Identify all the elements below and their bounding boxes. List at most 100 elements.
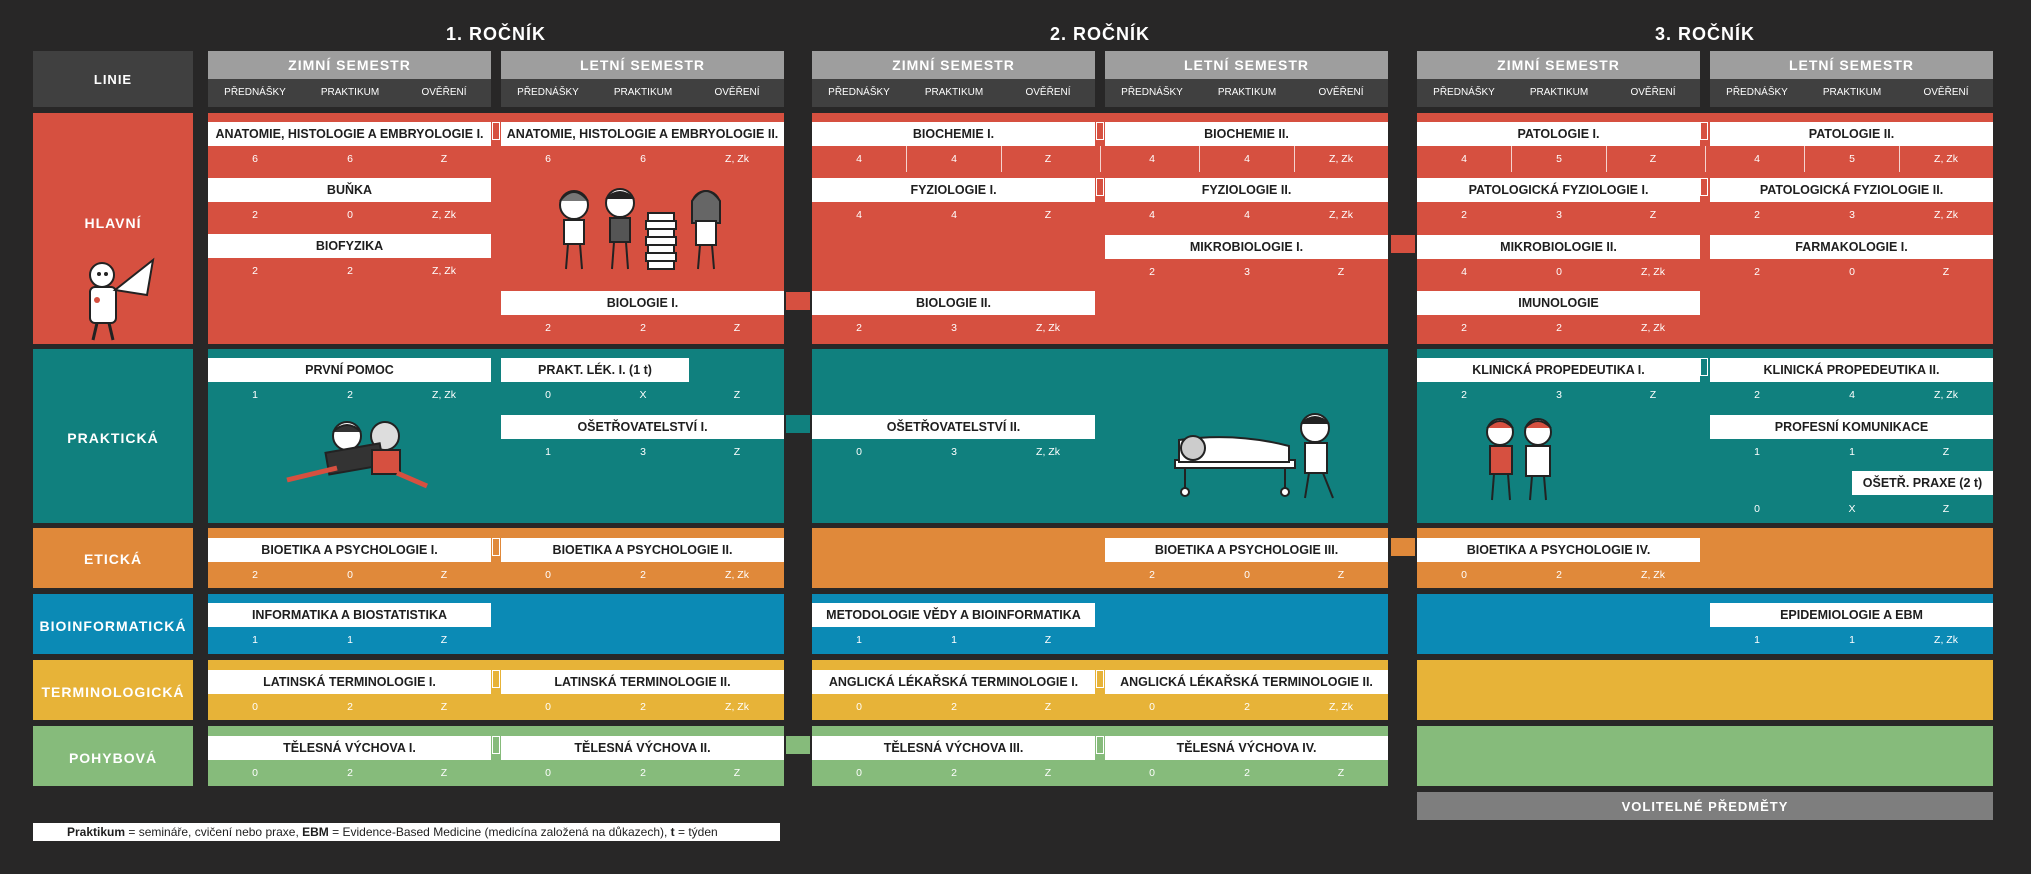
hours-prednasky: 2: [1461, 209, 1467, 221]
continuation-marker: [492, 670, 500, 688]
students-with-books-illustration: [559, 188, 721, 270]
line-label-prakticka: PRAKTICKÁ: [67, 430, 159, 446]
hours-praktikum: 3: [951, 446, 957, 458]
legend-ebm-def: = Evidence-Based Medicine (medicína zalo…: [328, 825, 671, 839]
overeni-value: Z: [1044, 153, 1052, 165]
hours-prednasky: 1: [1754, 634, 1760, 646]
hours-prednasky: 2: [856, 322, 862, 334]
continuation-marker: [1096, 670, 1104, 688]
overeni-value: Z: [733, 446, 741, 458]
hours-prednasky: 2: [1754, 389, 1760, 401]
hours-praktikum: 1: [347, 634, 353, 646]
overeni-value: Z, Zk: [725, 153, 749, 165]
overeni-value: Z, Zk: [1036, 446, 1060, 458]
volitelne-predmety-label: VOLITELNÉ PŘEDMĚTY: [1417, 792, 1993, 820]
line-label-pohybova: POHYBOVÁ: [68, 750, 158, 766]
course-osetrpraxe: OŠETŘ. PRAXE (2 t): [1852, 471, 1993, 495]
hours-prednasky: 1: [545, 446, 551, 458]
semester-header-y1-winter: ZIMNÍ SEMESTR: [208, 51, 491, 79]
hours-prednasky: 2: [252, 209, 258, 221]
course-hours-row: 0 2 Z, Zk: [1417, 562, 1700, 588]
course-hours-row: 0 2 Z: [208, 760, 491, 786]
overeni-value: Z, Zk: [725, 701, 749, 713]
course-hours-row: 2 0 Z: [208, 562, 491, 588]
course-hours-row: 4 4 Z, Zk: [1105, 146, 1388, 172]
band-termin-label-bg: [33, 660, 193, 720]
hours-prednasky: 0: [856, 767, 862, 779]
course-hours-row: 1 1 Z: [208, 627, 491, 653]
overeni-value: Z, Zk: [1329, 209, 1353, 221]
legend-note: Praktikum = semináře, cvičení nebo praxe…: [33, 823, 780, 841]
legend-t-def: = týden: [674, 825, 718, 839]
col-prednasky: PŘEDNÁŠKY: [1121, 87, 1183, 98]
col-praktikum: PRAKTIKUM: [1822, 87, 1882, 98]
course-klinprop2: KLINICKÁ PROPEDEUTIKA II.: [1710, 358, 1993, 382]
course-hours-row: 0 3 Z, Zk: [812, 439, 1095, 465]
hours-praktikum: 6: [347, 153, 353, 165]
overeni-value: Z: [1337, 266, 1345, 278]
course-fyziologie2: FYZIOLOGIE II.: [1105, 178, 1388, 202]
overeni-value: Z: [440, 767, 448, 779]
overeni-value: Z: [440, 701, 448, 713]
hours-praktikum: 2: [640, 767, 646, 779]
hours-praktikum: 4: [951, 209, 957, 221]
course-patologie2: PATOLOGIE II.: [1710, 122, 1993, 146]
col-overeni: OVĚŘENÍ: [1630, 87, 1676, 98]
course-ang2: ANGLICKÁ LÉKAŘSKÁ TERMINOLOGIE II.: [1105, 670, 1388, 694]
course-hours-row: 2 0 Z: [1105, 562, 1388, 588]
course-fyziologie1: FYZIOLOGIE I.: [812, 178, 1095, 202]
line-label-eticka: ETICKÁ: [83, 551, 143, 567]
overeni-value: Z: [1942, 503, 1950, 515]
course-lat2: LATINSKÁ TERMINOLOGIE II.: [501, 670, 784, 694]
hours-praktikum: 0: [347, 569, 353, 581]
col-prednasky: PŘEDNÁŠKY: [828, 87, 890, 98]
course-profkom: PROFESNÍ KOMUNIKACE: [1710, 415, 1993, 439]
continuation-marker: [1096, 122, 1104, 140]
year-2-title: 2. ROČNÍK: [1049, 24, 1150, 44]
column-headers-y1-summer: PŘEDNÁŠKY PRAKTIKUM OVĚŘENÍ: [501, 79, 784, 107]
hours-prednasky: 2: [545, 322, 551, 334]
course-biofyzika: BIOFYZIKA: [208, 234, 491, 258]
column-divider: [1294, 146, 1295, 172]
hours-prednasky: 0: [545, 389, 551, 401]
course-tv4: TĚLESNÁ VÝCHOVA IV.: [1105, 736, 1388, 760]
column-divider: [1511, 146, 1512, 172]
hours-prednasky: 4: [1461, 266, 1467, 278]
legend-praktikum-term: Praktikum: [67, 825, 126, 839]
course-hours-row: 0 2 Z, Zk: [1105, 694, 1388, 720]
hours-prednasky: 0: [1149, 701, 1155, 713]
legend-t-term: t: [670, 825, 675, 839]
overeni-value: Z, Zk: [725, 569, 749, 581]
course-hours-row: 0 2 Z: [812, 760, 1095, 786]
continuation-marker: [1700, 122, 1708, 140]
hours-praktikum: 2: [347, 767, 353, 779]
hours-praktikum: 3: [1244, 266, 1250, 278]
overeni-value: Z, Zk: [432, 265, 456, 277]
column-divider: [1199, 146, 1200, 172]
hours-praktikum: 2: [1556, 569, 1562, 581]
course-hours-row: 2 2 Z, Zk: [208, 258, 491, 284]
overeni-value: Z: [1942, 266, 1950, 278]
column-divider: [1899, 146, 1900, 172]
course-hours-row: 1 1 Z: [1710, 439, 1993, 465]
overeni-value: Z: [733, 767, 741, 779]
hours-prednasky: 4: [1149, 153, 1155, 165]
course-hours-row: 2 3 Z: [1417, 202, 1700, 228]
course-farmakologie1: FARMAKOLOGIE I.: [1710, 235, 1993, 259]
hours-praktikum: X: [1848, 503, 1856, 515]
hours-prednasky: 2: [1149, 569, 1155, 581]
overeni-value: Z: [1044, 767, 1052, 779]
hours-prednasky: 1: [252, 634, 258, 646]
course-hours-row: 1 1 Z, Zk: [1710, 627, 1993, 653]
continuation-marker: [492, 538, 500, 556]
hours-prednasky: 2: [1149, 266, 1155, 278]
hours-prednasky: 0: [856, 701, 862, 713]
hours-praktikum: 6: [640, 153, 646, 165]
course-mikrobiologie2: MIKROBIOLOGIE II.: [1417, 235, 1700, 259]
year-3-title: 3. ROČNÍK: [1654, 24, 1755, 44]
hours-prednasky: 0: [856, 446, 862, 458]
year-1-title: 1. ROČNÍK: [445, 24, 546, 44]
course-hours-row: 4 4 Z: [812, 202, 1095, 228]
hours-prednasky: 4: [1754, 153, 1760, 165]
